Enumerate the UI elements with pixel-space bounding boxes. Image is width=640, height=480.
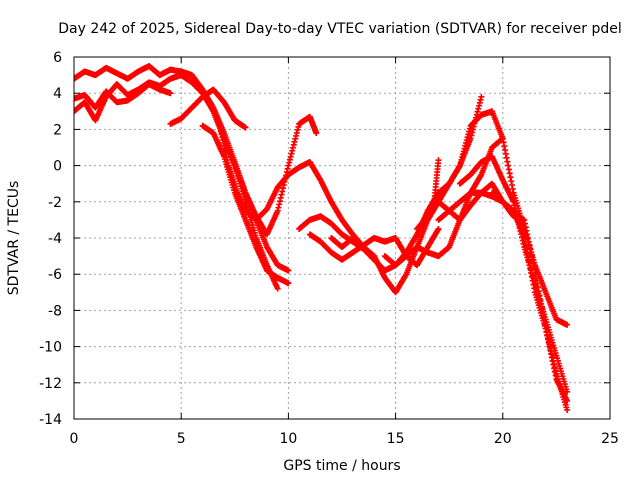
data-point xyxy=(167,90,174,97)
series-arc-9 xyxy=(306,225,442,269)
series-arc-11 xyxy=(381,135,506,269)
y-tick-label: -14 xyxy=(39,412,62,428)
y-tick-label: -8 xyxy=(48,303,62,319)
x-tick-label: 0 xyxy=(70,431,79,447)
y-tick-label: -4 xyxy=(48,231,62,247)
y-tick-label: 6 xyxy=(53,50,62,66)
data-point xyxy=(285,267,292,274)
series-arc-16 xyxy=(431,157,442,205)
x-axis-label: GPS time / hours xyxy=(283,458,400,474)
y-tick-label: 4 xyxy=(53,86,62,102)
x-tick-label: 15 xyxy=(387,431,405,447)
series-arc-12 xyxy=(414,108,571,328)
data-point xyxy=(313,130,320,137)
data-point xyxy=(478,93,485,100)
y-tick-label: 2 xyxy=(53,122,62,138)
chart-title: Day 242 of 2025, Sidereal Day-to-day VTE… xyxy=(58,21,622,37)
series-arc-7 xyxy=(216,122,367,251)
data-point xyxy=(564,406,571,413)
data-point xyxy=(274,285,281,292)
y-tick-label: 0 xyxy=(53,159,62,175)
plot-frame xyxy=(73,56,611,420)
data-point xyxy=(564,397,571,404)
x-tick-label: 10 xyxy=(279,431,297,447)
series-arc-6 xyxy=(210,108,320,238)
data-point xyxy=(435,157,442,164)
y-tick-label: -12 xyxy=(39,376,62,392)
data-point xyxy=(242,124,249,131)
series-arc-15 xyxy=(489,189,571,404)
y-axis-label: SDTVAR / TECUs xyxy=(6,181,22,296)
x-tick-label: 25 xyxy=(601,431,619,447)
data-point xyxy=(285,280,292,287)
series-arc-4 xyxy=(167,86,249,131)
tick-labels: 0 5 10 15 20 25 -14 -12 -10 -8 -6 -4 -2 0 2 4 6 xyxy=(39,50,619,447)
y-tick-label: -6 xyxy=(48,267,62,283)
x-tick-label: 5 xyxy=(177,431,186,447)
y-tick-label: -2 xyxy=(48,195,62,211)
y-tick-label: -10 xyxy=(39,340,62,356)
data-point xyxy=(435,225,442,232)
series-arc-2 xyxy=(74,72,281,292)
series-arc-3 xyxy=(74,81,174,111)
data-point xyxy=(564,321,571,328)
series-group xyxy=(74,63,571,413)
x-tick-label: 20 xyxy=(494,431,512,447)
